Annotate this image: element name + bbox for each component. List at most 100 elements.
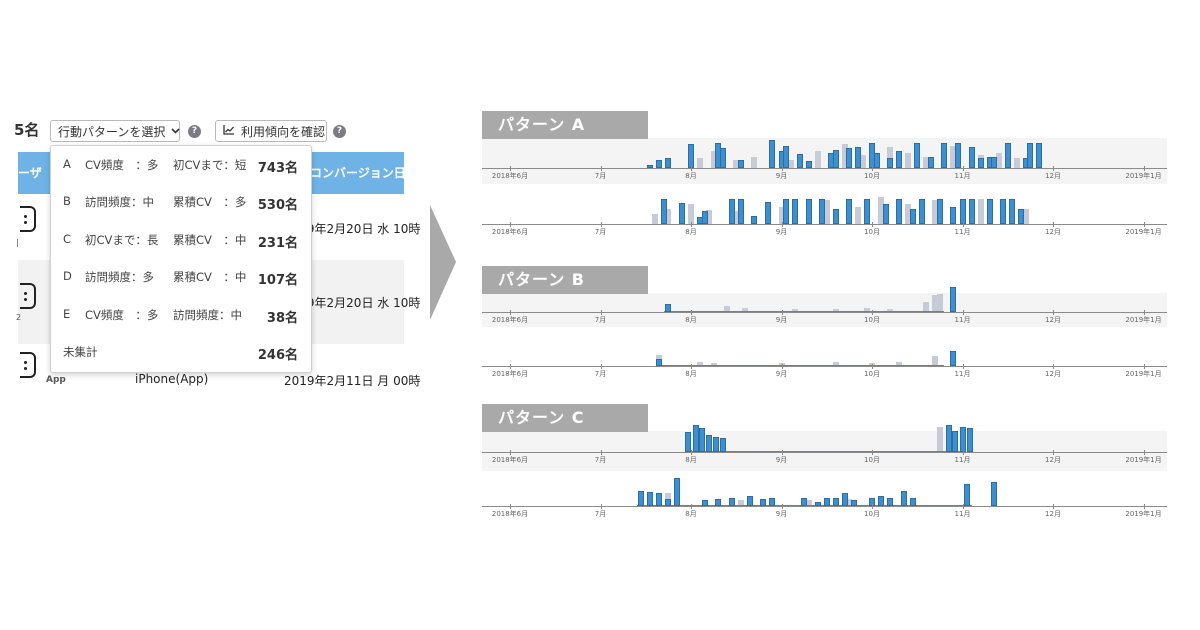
activity-bar-secondary [832,361,839,366]
timeline-tick [781,310,783,315]
timeline-tick [962,310,964,315]
activity-bar-primary [896,151,903,168]
activity-bar-primary [1009,198,1016,224]
timeline-tick [691,222,692,227]
activity-bar-primary [701,500,708,506]
conversion-date: 2019年2月20日 水 10時 [284,296,421,310]
pattern-option-d[interactable]: D 訪問頻度：多 累積CV ：中 107名 [51,269,311,289]
pattern-option-b[interactable]: B 訪問頻度：中 累積CV ：多 530名 [51,194,311,214]
option-criterion-2: 累積CV ：中 [173,270,247,284]
activity-bar-primary [1018,208,1025,224]
help-icon[interactable]: ? [188,125,201,138]
activity-bar-secondary [923,156,930,168]
activity-bar-secondary [805,500,812,506]
option-key: D [63,269,72,283]
activity-bar-secondary [814,151,821,168]
usage-trend-button[interactable]: 利用傾向を確認 [215,120,327,142]
timeline-tick [1053,364,1054,369]
timeline-chart: 2018年6月 7月 8月 9月 10月 11月 12月 2019年1月 [482,136,1167,180]
activity-bar-primary [1036,142,1043,168]
activity-bar-secondary [995,152,1002,168]
activity-bar-primary [986,198,993,224]
user-count-label: 5名 [14,121,40,139]
conversion-date: 2019年2月11日 月 00時 [284,374,421,388]
timeline-tick [781,166,783,171]
timeline-tick-label: 9月 [775,456,788,464]
pattern-option-unaggregated[interactable]: 未集計 246名 [51,344,311,364]
activity-bar-primary [950,350,957,366]
timeline-tick-label: 2018年6月 [491,228,529,236]
pattern-select-dropdown[interactable]: 行動パターンを選択 [50,120,180,142]
timeline-tick-label: 2019年1月 [1125,316,1162,324]
option-key: C [63,232,72,246]
activity-bar-primary [760,499,767,506]
activity-bar-secondary [887,147,894,168]
option-count: 530名 [257,198,298,213]
activity-bar-primary [936,198,943,224]
timeline-tick-label: 12月 [1045,172,1061,180]
activity-bar-secondary [878,197,885,224]
chevron-right-arrow-icon [430,205,456,324]
pattern-option-e[interactable]: E CV頻度 ：多 訪問頻度：中 38名 [51,307,311,327]
activity-bar-secondary [665,208,672,224]
help-icon[interactable]: ? [333,125,346,138]
timeline-axis [482,312,1167,313]
activity-bar-primary [887,158,894,168]
activity-bar-primary [706,435,713,452]
activity-bar-primary [954,142,961,168]
activity-bar-primary [719,438,726,452]
timeline-tick [962,450,964,455]
timeline-tick-label: 2019年1月 [1125,510,1162,518]
activity-bar-primary [850,500,857,506]
timeline-tick [872,222,873,227]
option-criterion-1: 訪問頻度：多 [85,270,154,284]
pattern-title-b: パターン B [482,266,648,294]
activity-bar-primary [678,203,685,224]
activity-bar-secondary [733,211,740,224]
activity-bar-primary [909,208,916,224]
timeline-tick [600,450,602,455]
activity-bar-primary [805,198,812,224]
timeline-chart: 2018年6月 7月 8月 9月 10月 11月 12月 2019年1月 [482,192,1167,236]
option-criterion-1: CV頻度 ：多 [85,158,159,172]
timeline-tick-label: 9月 [775,316,788,324]
activity-bar-secondary [778,207,785,224]
activity-bar-primary [701,211,708,224]
timeline-tick [872,504,873,509]
timeline-tick [1143,504,1145,509]
activity-bar-secondary [742,307,749,312]
activity-bar-secondary [1022,208,1029,224]
pattern-option-a[interactable]: A CV頻度 ：多 初CVまで：短 743名 [51,157,311,177]
activity-bar-primary [959,198,966,224]
activity-bar-secondary [896,361,903,366]
activity-bar-primary [832,497,839,506]
pattern-option-c[interactable]: C 初CVまで：長 累積CV ：中 231名 [51,232,311,252]
activity-bar-secondary [697,361,704,366]
activity-bar-primary [796,154,803,168]
activity-bar-primary [674,478,681,506]
activity-bar-primary [751,215,758,224]
timeline-tick [1053,222,1054,227]
activity-bar-primary [941,142,948,168]
timeline-tick-label: 2018年6月 [491,316,529,324]
activity-bar-secondary [688,204,694,224]
activity-bar-primary [764,201,771,224]
activity-bar-secondary [751,156,758,168]
timeline-axis [482,168,1167,169]
timeline-tick [600,166,602,171]
timeline-tick-label: 2019年1月 [1125,172,1162,180]
activity-bar-primary [819,198,826,224]
activity-bar-primary [1000,198,1007,224]
timeline-tick [691,450,692,455]
activity-bar-primary [685,432,692,452]
timeline-axis [482,366,1167,367]
option-criterion-2: 初CVまで：短 [173,158,247,172]
timeline-tick [691,310,692,315]
timeline-chart: 2018年6月 7月 8月 9月 10月 11月 12月 2019年1月 [482,334,1167,378]
activity-bar-primary [950,207,957,224]
activity-bar-secondary [710,363,717,366]
timeline-tick-label: 10月 [864,172,880,180]
activity-bar-secondary [977,198,984,224]
activity-bar-primary [665,158,672,168]
timeline-tick [1143,166,1145,171]
